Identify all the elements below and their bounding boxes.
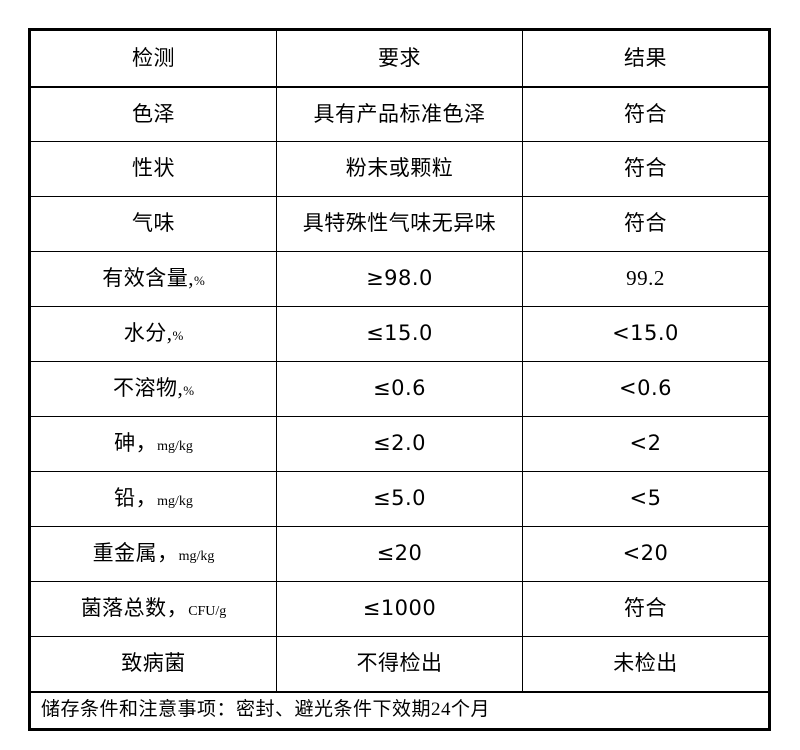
cell-item: 气味 <box>29 196 277 252</box>
item-label: 致病菌 <box>121 651 186 676</box>
cell-requirement: ≤20 <box>276 526 523 582</box>
cell-item: 有效含量,% <box>29 251 277 307</box>
cell-item: 菌落总数，CFU/g <box>29 581 277 637</box>
table-row: 铅，mg/kg ≤5.0 <5 <box>29 471 770 527</box>
cell-result: <20 <box>522 526 770 582</box>
cell-result: <2 <box>522 416 770 472</box>
cell-item: 水分,% <box>29 306 277 362</box>
cell-requirement: ≤5.0 <box>276 471 523 527</box>
table-header-row: 检测 要求 结果 <box>29 29 770 88</box>
table-row: 砷，mg/kg ≤2.0 <2 <box>29 416 770 472</box>
table-row: 不溶物,% ≤0.6 <0.6 <box>29 361 770 417</box>
item-unit: mg/kg <box>157 439 193 455</box>
storage-note: 储存条件和注意事项：密封、避光条件下效期24个月 <box>29 690 770 730</box>
cell-result: <5 <box>522 471 770 527</box>
item-unit: % <box>183 383 195 399</box>
cell-requirement: 具有产品标准色泽 <box>276 86 523 142</box>
cell-item: 重金属，mg/kg <box>29 526 277 582</box>
cell-requirement: ≤1000 <box>276 581 523 637</box>
product-specification-table: 检测 要求 结果 色泽 具有产品标准色泽 符合 性状 粉末或颗粒 符合 气味 具… <box>28 28 771 731</box>
table-row: 水分,% ≤15.0 <15.0 <box>29 306 770 362</box>
item-unit: mg/kg <box>157 494 193 510</box>
column-header-result: 结果 <box>522 29 770 88</box>
table-row: 致病菌 不得检出 未检出 <box>29 636 770 692</box>
item-label: 重金属， <box>92 541 179 566</box>
item-label: 气味 <box>132 211 175 236</box>
item-label: 不溶物, <box>112 376 184 401</box>
cell-result: 99.2 <box>522 251 770 307</box>
item-label: 菌落总数， <box>80 596 189 621</box>
table-row: 性状 粉末或颗粒 符合 <box>29 141 770 197</box>
cell-requirement: 不得检出 <box>276 636 523 692</box>
column-header-item: 检测 <box>29 29 277 88</box>
cell-item: 不溶物,% <box>29 361 277 417</box>
cell-result: 未检出 <box>522 636 770 692</box>
cell-result: 符合 <box>522 581 770 637</box>
cell-result: 符合 <box>522 141 770 197</box>
cell-result: <15.0 <box>522 306 770 362</box>
cell-requirement: ≤15.0 <box>276 306 523 362</box>
table-body: 检测 要求 结果 色泽 具有产品标准色泽 符合 性状 粉末或颗粒 符合 气味 具… <box>29 29 770 730</box>
item-unit: % <box>172 328 184 344</box>
cell-requirement: ≤2.0 <box>276 416 523 472</box>
table-row: 菌落总数，CFU/g ≤1000 符合 <box>29 581 770 637</box>
table-footer-row: 储存条件和注意事项：密封、避光条件下效期24个月 <box>29 690 770 730</box>
table-row: 色泽 具有产品标准色泽 符合 <box>29 86 770 142</box>
item-label: 砷， <box>114 431 158 456</box>
item-unit: CFU/g <box>188 604 227 620</box>
cell-requirement: 具特殊性气味无异味 <box>276 196 523 252</box>
item-label: 性状 <box>132 156 175 181</box>
column-header-requirement: 要求 <box>276 29 523 88</box>
cell-requirement: 粉末或颗粒 <box>276 141 523 197</box>
item-label: 铅， <box>114 486 158 511</box>
item-label: 色泽 <box>132 101 175 126</box>
item-unit: mg/kg <box>178 549 215 565</box>
cell-item: 色泽 <box>29 86 277 142</box>
cell-result: 符合 <box>522 196 770 252</box>
cell-requirement: ≥98.0 <box>276 251 523 307</box>
table-row: 有效含量,% ≥98.0 99.2 <box>29 251 770 307</box>
cell-item: 砷，mg/kg <box>29 416 277 472</box>
cell-result: <0.6 <box>522 361 770 417</box>
item-label: 有效含量, <box>102 266 194 291</box>
table-row: 重金属，mg/kg ≤20 <20 <box>29 526 770 582</box>
table-row: 气味 具特殊性气味无异味 符合 <box>29 196 770 252</box>
item-label: 水分, <box>123 321 173 346</box>
cell-item: 致病菌 <box>29 636 277 692</box>
cell-item: 性状 <box>29 141 277 197</box>
cell-requirement: ≤0.6 <box>276 361 523 417</box>
cell-result: 符合 <box>522 86 770 142</box>
item-unit: % <box>193 273 205 289</box>
cell-item: 铅，mg/kg <box>29 471 277 527</box>
